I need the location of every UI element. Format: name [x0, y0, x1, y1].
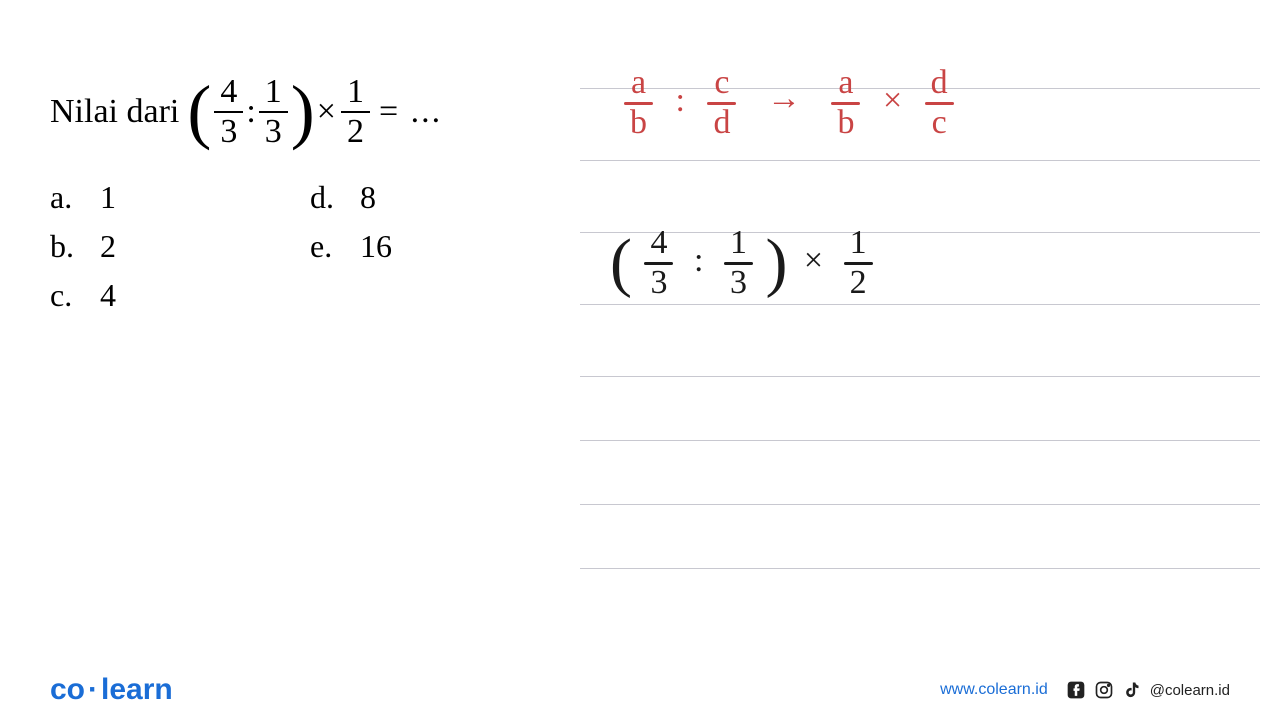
op-divide: : [246, 93, 255, 131]
option-b: b. 2 [50, 228, 310, 265]
work-op-times: × [804, 242, 823, 279]
rule-frac-ab: a b [624, 68, 653, 138]
question-suffix: = ... [379, 93, 442, 131]
logo-dot: · [88, 673, 98, 706]
ruled-line [580, 160, 1260, 161]
ruled-line [580, 304, 1260, 305]
fraction-1: 4 3 [214, 75, 243, 149]
paren-left: ( [187, 83, 211, 141]
rule-op-times: × [883, 82, 902, 119]
fraction-3: 1 2 [341, 75, 370, 149]
rule-formula: a b : c d → a b × d c [620, 68, 958, 138]
rule-frac-cd: c d [707, 68, 736, 138]
social-handle: @colearn.id [1150, 682, 1230, 699]
social-group: @colearn.id [1066, 680, 1230, 700]
tiktok-icon[interactable] [1122, 680, 1142, 700]
rule-frac-dc: d c [925, 68, 954, 138]
facebook-icon[interactable] [1066, 680, 1086, 700]
option-c: c. 4 [50, 277, 310, 314]
notebook-panel: a b : c d → a b × d c ( [580, 60, 1260, 620]
ruled-line [580, 504, 1260, 505]
ruled-line [580, 376, 1260, 377]
question-expression: Nilai dari ( 4 3 : 1 3 ) × 1 2 = ... [50, 75, 550, 149]
ruled-line [580, 568, 1260, 569]
ruled-line [580, 440, 1260, 441]
options-grid: a. 1 d. 8 b. 2 e. 16 c. 4 [50, 179, 550, 314]
work-op-div: : [694, 242, 703, 279]
work-frac-1: 4 3 [644, 228, 673, 298]
question-panel: Nilai dari ( 4 3 : 1 3 ) × 1 2 = ... a. … [50, 75, 550, 314]
brand-logo: co·learn [50, 673, 173, 707]
rule-arrow: → [767, 80, 801, 118]
footer-url[interactable]: www.colearn.id [940, 681, 1048, 699]
option-d: d. 8 [310, 179, 510, 216]
work-paren-l: ( [610, 226, 632, 299]
instagram-icon[interactable] [1094, 680, 1114, 700]
option-a: a. 1 [50, 179, 310, 216]
work-frac-2: 1 3 [724, 228, 753, 298]
footer-right: www.colearn.id @colearn.id [940, 680, 1230, 700]
option-e: e. 16 [310, 228, 510, 265]
footer: co·learn www.colearn.id @colearn.id [0, 660, 1280, 720]
work-frac-3: 1 2 [844, 228, 873, 298]
paren-right: ) [291, 83, 315, 141]
rule-frac-ab2: a b [831, 68, 860, 138]
question-prefix: Nilai dari [50, 93, 179, 131]
fraction-2: 1 3 [259, 75, 288, 149]
content-area: Nilai dari ( 4 3 : 1 3 ) × 1 2 = ... a. … [0, 0, 1280, 640]
work-expression: ( 4 3 : 1 3 ) × 1 2 [610, 228, 877, 298]
rule-op-div: : [676, 82, 685, 119]
op-times: × [317, 93, 336, 131]
work-paren-r: ) [765, 226, 787, 299]
